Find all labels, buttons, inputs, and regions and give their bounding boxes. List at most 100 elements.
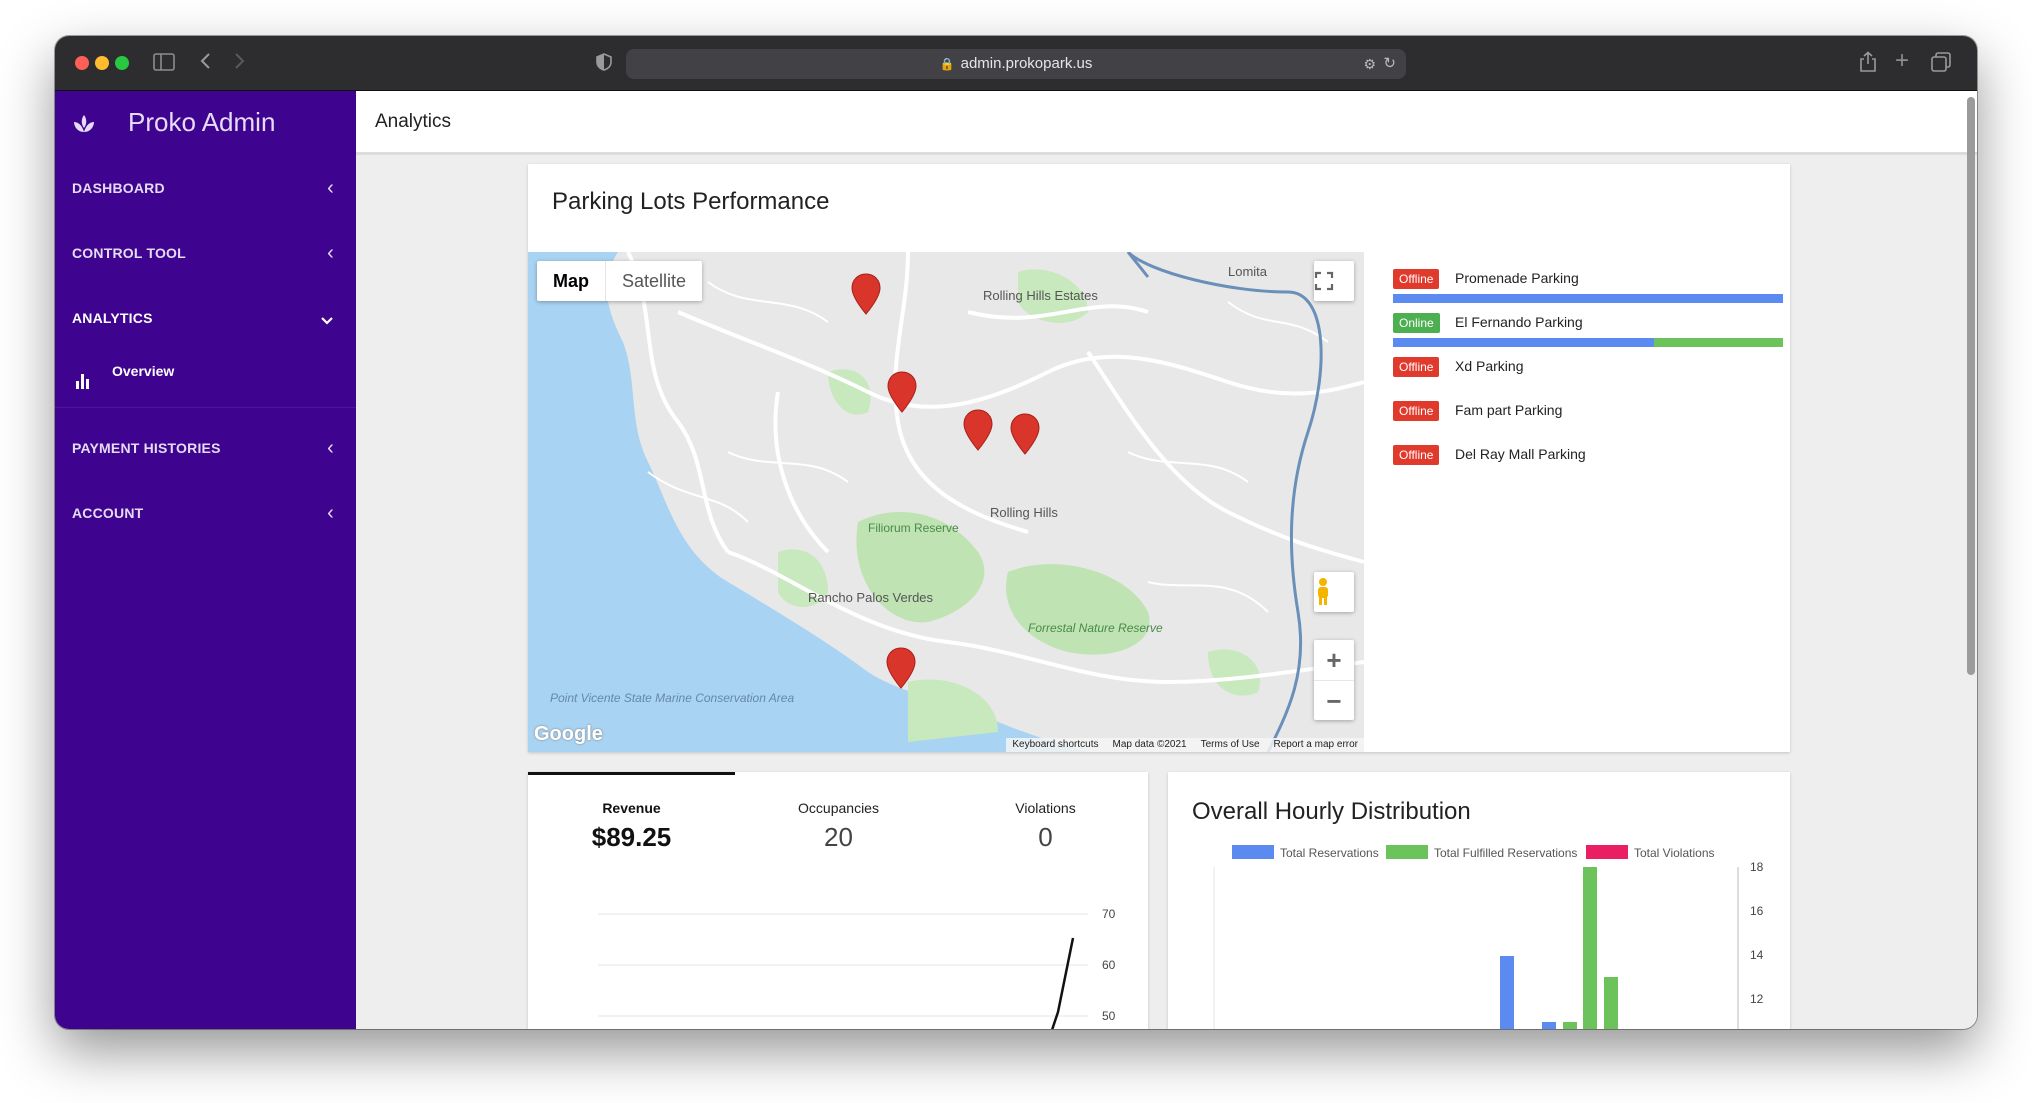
lot-name: Del Ray Mall Parking (1455, 446, 1586, 462)
tab-indicator (528, 772, 735, 775)
lot-item[interactable]: Offline Del Ray Mall Parking (1393, 445, 1783, 475)
lot-name: Promenade Parking (1455, 270, 1579, 286)
map-type-control: Map Satellite (537, 261, 703, 301)
proko-logo-icon (71, 111, 97, 142)
status-badge: Offline (1393, 401, 1440, 421)
tab-occupancies[interactable]: Occupancies 20 (735, 800, 942, 853)
nav-sub-item-label: Overview (112, 363, 175, 379)
privacy-shield-icon[interactable] (596, 53, 612, 75)
scrollbar[interactable] (1967, 91, 1975, 1029)
lot-performance-bar (1393, 294, 1783, 303)
legend-item[interactable]: Total Reservations (1232, 845, 1379, 861)
nav-item-dashboard[interactable]: DASHBOARD ‹ (55, 156, 356, 221)
lot-item[interactable]: Online El Fernando Parking (1393, 313, 1783, 347)
zoom-control: + − (1314, 640, 1354, 720)
bar[interactable] (1583, 867, 1597, 1029)
legend-swatch (1232, 845, 1274, 859)
chevron-left-icon: ‹ (327, 437, 334, 459)
new-tab-icon[interactable]: + (1895, 47, 1910, 74)
tab-overview-icon[interactable] (1931, 52, 1951, 76)
y-tick-label: 18 (1750, 860, 1764, 874)
map-markers[interactable] (851, 273, 1040, 689)
map-marker[interactable] (963, 409, 993, 451)
zoom-in-button[interactable]: + (1326, 645, 1342, 675)
stat-value: $89.25 (591, 822, 672, 852)
close-window-button[interactable] (75, 56, 89, 70)
stat-label: Occupancies (798, 800, 879, 816)
map[interactable]: Lomita Rolling Hills Estates Rolling Hil… (528, 252, 1364, 752)
y-tick-label: 12 (1750, 992, 1764, 1006)
legend-item[interactable]: Total Fulfilled Reservations (1386, 845, 1577, 861)
nav-sub-item-overview[interactable]: Overview (55, 351, 356, 407)
nav-divider (55, 407, 356, 416)
bar[interactable] (1542, 1022, 1556, 1029)
fulfilled-fill (1654, 338, 1783, 347)
map-label-rolling-hills: Rolling Hills (990, 505, 1058, 520)
brand-name: Proko Admin (128, 107, 276, 137)
report-map-error-link[interactable]: Report a map error (1273, 739, 1358, 750)
stats-card: Revenue $89.25 Occupancies 20 Violations… (528, 772, 1148, 1029)
chevron-down-icon (320, 288, 334, 353)
address-bar[interactable]: 🔒 admin.prokopark.us ⚙ ↻ (626, 49, 1406, 79)
nav-item-label: ACCOUNT (72, 505, 144, 521)
map-marker[interactable] (851, 273, 881, 315)
hourly-bar-chart (1213, 867, 1739, 1029)
chevron-left-icon: ‹ (327, 242, 334, 264)
stat-label: Violations (1015, 800, 1076, 816)
minimize-window-button[interactable] (95, 56, 109, 70)
nav-item-payment-histories[interactable]: PAYMENT HISTORIES ‹ (55, 416, 356, 481)
reload-icon[interactable]: ↻ (1383, 55, 1396, 72)
bar[interactable] (1563, 1022, 1577, 1029)
forward-icon[interactable] (232, 51, 246, 75)
legend-item[interactable]: Total Violations (1586, 845, 1715, 861)
map-label-lomita: Lomita (1228, 264, 1268, 279)
map-label-point-vicente: Point Vicente State Marine Conservation … (550, 691, 794, 705)
main-content: Analytics Parking Lots Performance (356, 91, 1977, 1029)
card-title: Parking Lots Performance (552, 188, 830, 215)
scrollbar-thumb[interactable] (1967, 97, 1975, 675)
lot-item[interactable]: Offline Xd Parking (1393, 357, 1783, 387)
back-icon[interactable] (199, 51, 213, 75)
map-marker[interactable] (886, 647, 916, 689)
map-label-rolling-hills-estates: Rolling Hills Estates (983, 288, 1098, 303)
map-canvas[interactable]: Lomita Rolling Hills Estates Rolling Hil… (528, 252, 1364, 752)
lock-icon: 🔒 (939, 57, 955, 71)
bar[interactable] (1604, 977, 1618, 1029)
sidebar: Proko Admin DASHBOARD ‹ CONTROL TOOL ‹ A… (55, 91, 356, 1029)
map-marker[interactable] (1010, 413, 1040, 455)
lot-item[interactable]: Offline Promenade Parking (1393, 269, 1783, 303)
legend-swatch (1586, 845, 1628, 859)
map-type-satellite-button[interactable]: Satellite (622, 271, 687, 291)
translate-icon[interactable]: ⚙ (1363, 56, 1376, 72)
lot-performance-bar (1393, 338, 1783, 347)
tab-violations[interactable]: Violations 0 (942, 800, 1148, 853)
sidebar-toggle-icon[interactable] (153, 53, 175, 75)
bar[interactable] (1500, 956, 1514, 1029)
lot-name: El Fernando Parking (1455, 314, 1583, 330)
map-footer: Keyboard shortcuts Map data ©2021 Terms … (1006, 738, 1364, 752)
y-tick-label: 50 (1102, 1009, 1116, 1023)
map-marker[interactable] (887, 371, 917, 413)
revenue-line-chart (598, 913, 1088, 1029)
brand[interactable]: Proko Admin (55, 91, 356, 156)
nav-item-account[interactable]: ACCOUNT ‹ (55, 481, 356, 546)
stat-value: 20 (824, 822, 853, 852)
parking-performance-card: Parking Lots Performance (528, 164, 1790, 752)
share-icon[interactable] (1859, 51, 1877, 77)
nav-item-label: CONTROL TOOL (72, 245, 186, 261)
tab-revenue[interactable]: Revenue $89.25 (528, 800, 735, 853)
status-badge: Offline (1393, 357, 1440, 377)
street-view-pegman-icon[interactable] (1314, 572, 1354, 612)
nav-item-label: PAYMENT HISTORIES (72, 440, 221, 456)
zoom-out-button[interactable]: − (1314, 680, 1354, 720)
terms-of-use-link[interactable]: Terms of Use (1200, 739, 1260, 750)
keyboard-shortcuts-link[interactable]: Keyboard shortcuts (1012, 739, 1099, 750)
nav-item-analytics[interactable]: ANALYTICS (55, 286, 356, 351)
map-type-map-button[interactable]: Map (537, 261, 606, 301)
lot-item[interactable]: Offline Fam part Parking (1393, 401, 1783, 431)
zoom-window-button[interactable] (115, 56, 129, 70)
fullscreen-icon[interactable] (1314, 261, 1354, 301)
chevron-left-icon: ‹ (327, 177, 334, 199)
legend-label: Total Reservations (1280, 846, 1379, 860)
nav-item-control-tool[interactable]: CONTROL TOOL ‹ (55, 221, 356, 286)
